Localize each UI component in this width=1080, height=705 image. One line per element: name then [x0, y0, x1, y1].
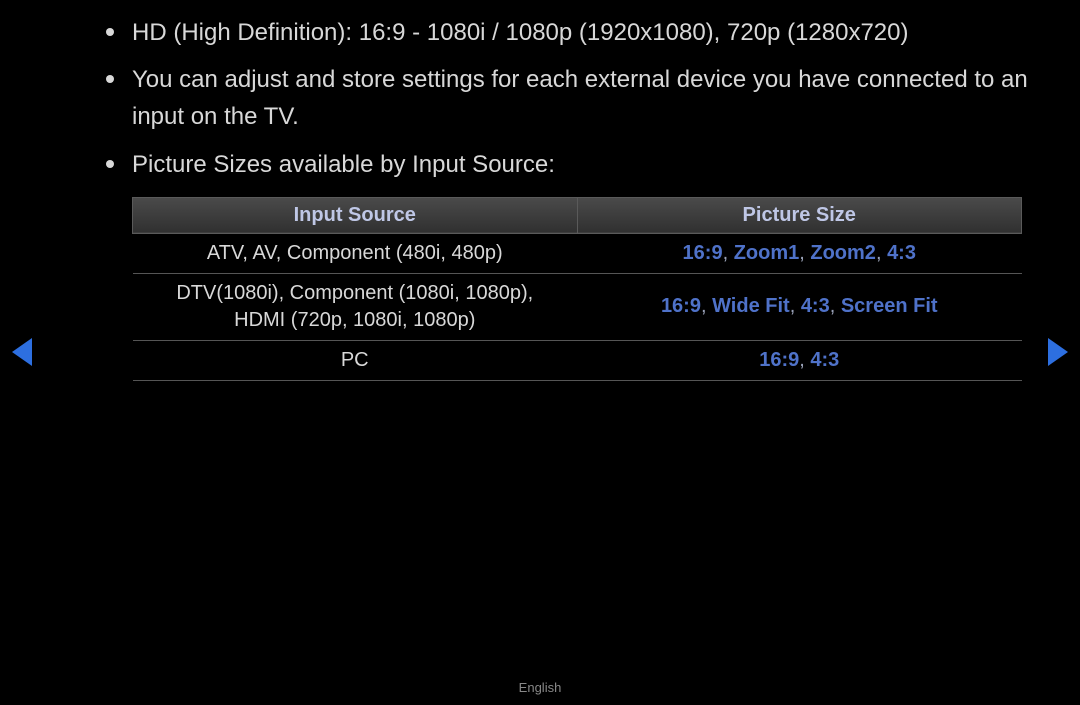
cell-picture-size: 16:9, 4:3 [577, 340, 1022, 380]
cell-input-source: ATV, AV, Component (480i, 480p) [133, 233, 578, 273]
col-input-source: Input Source [133, 197, 578, 233]
nav-next-icon[interactable] [1048, 338, 1068, 366]
picture-size-table: Input Source Picture Size ATV, AV, Compo… [132, 197, 1022, 381]
table-row: DTV(1080i), Component (1080i, 1080p),HDM… [133, 273, 1022, 340]
bullet-item: Picture Sizes available by Input Source: [92, 146, 1032, 183]
page-content: HD (High Definition): 16:9 - 1080i / 108… [92, 14, 1032, 381]
bullet-list: HD (High Definition): 16:9 - 1080i / 108… [92, 14, 1032, 183]
table-body: ATV, AV, Component (480i, 480p)16:9, Zoo… [133, 233, 1022, 380]
bullet-item: You can adjust and store settings for ea… [92, 61, 1032, 135]
picture-size-table-wrap: Input Source Picture Size ATV, AV, Compo… [132, 197, 1022, 381]
table-row: PC16:9, 4:3 [133, 340, 1022, 380]
cell-picture-size: 16:9, Wide Fit, 4:3, Screen Fit [577, 273, 1022, 340]
table-row: ATV, AV, Component (480i, 480p)16:9, Zoo… [133, 233, 1022, 273]
table-header-row: Input Source Picture Size [133, 197, 1022, 233]
footer-language: English [0, 680, 1080, 695]
nav-prev-icon[interactable] [12, 338, 32, 366]
bullet-item: HD (High Definition): 16:9 - 1080i / 108… [92, 14, 1032, 51]
cell-input-source: DTV(1080i), Component (1080i, 1080p),HDM… [133, 273, 578, 340]
col-picture-size: Picture Size [577, 197, 1022, 233]
cell-picture-size: 16:9, Zoom1, Zoom2, 4:3 [577, 233, 1022, 273]
cell-input-source: PC [133, 340, 578, 380]
